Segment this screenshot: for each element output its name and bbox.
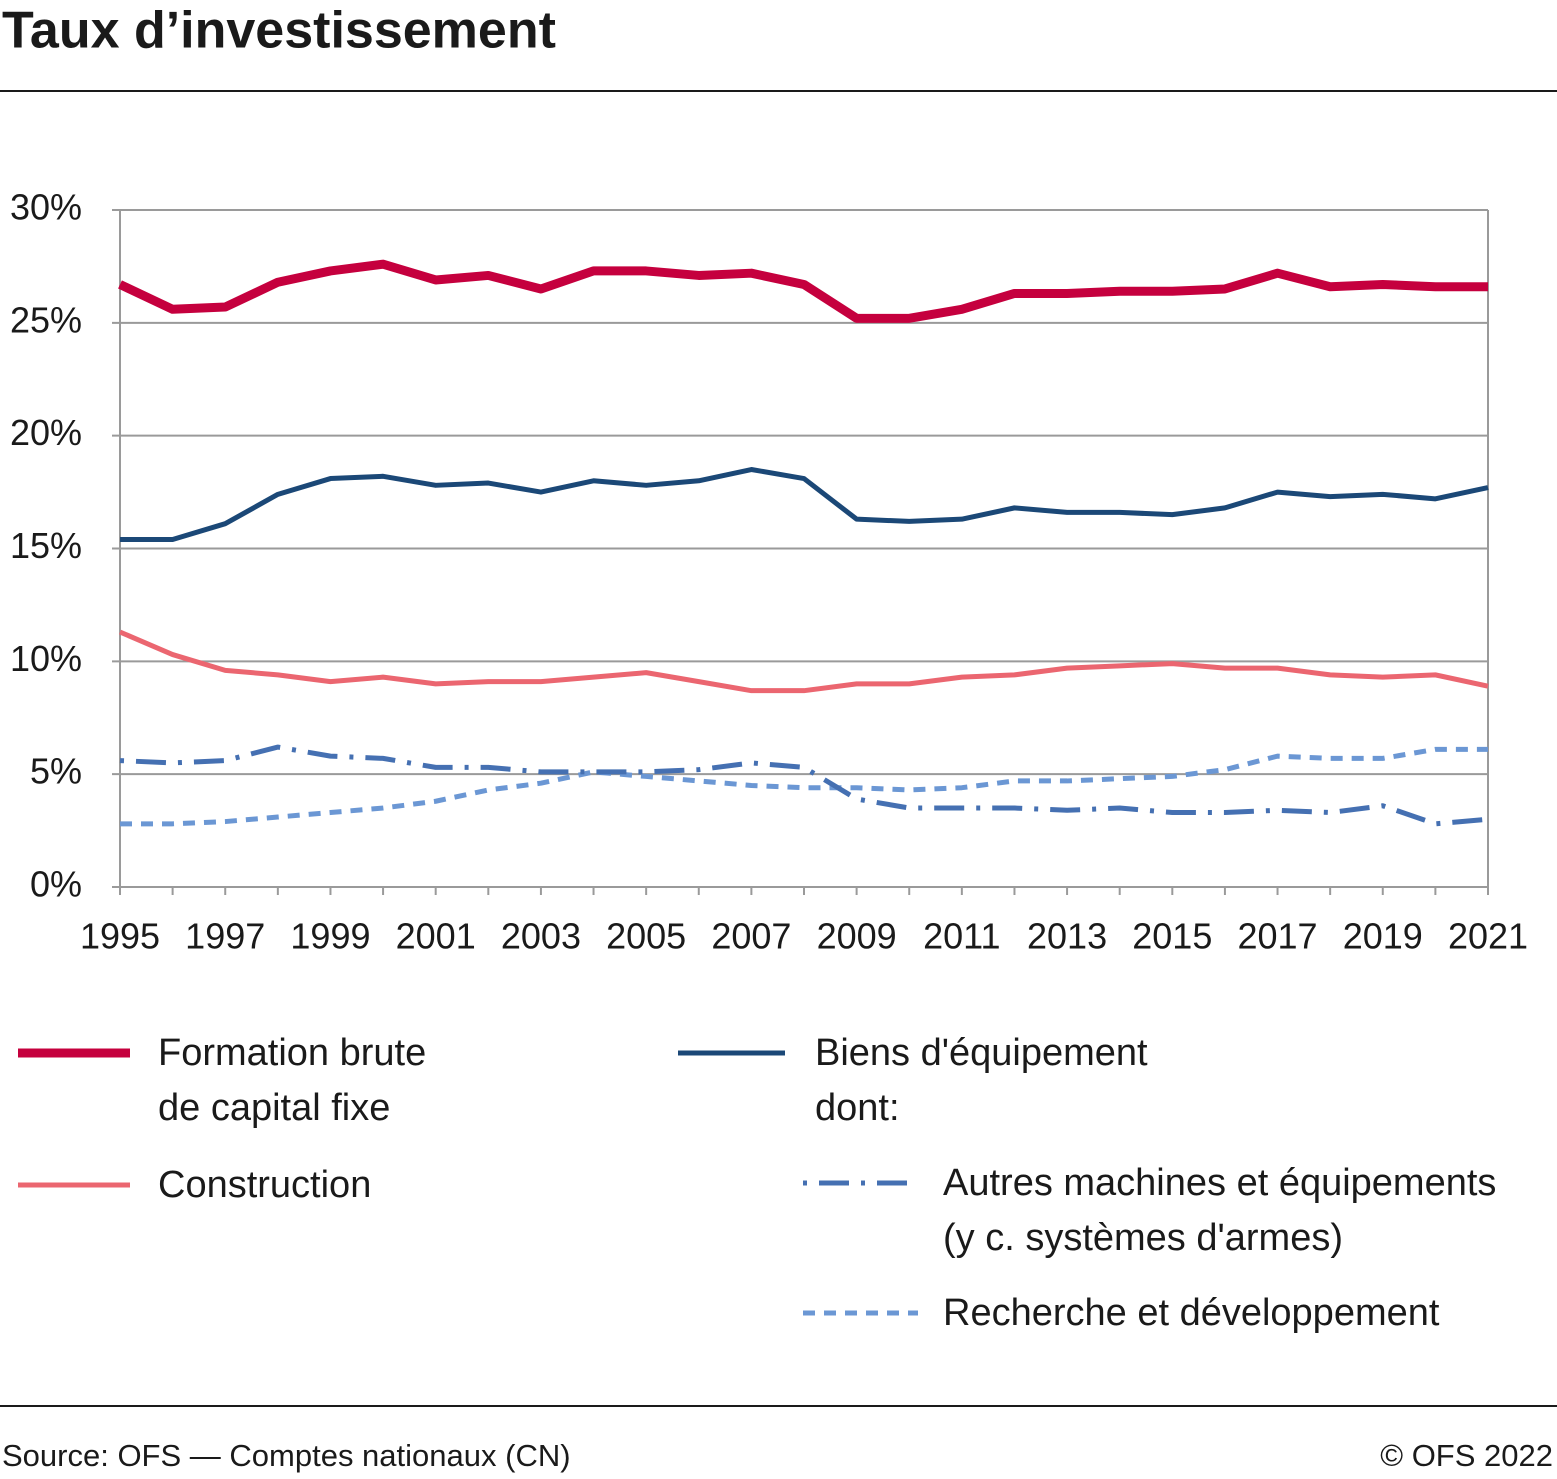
x-tick-label: 2005: [606, 916, 686, 957]
x-tick-label: 2003: [501, 916, 581, 957]
x-tick-label: 2007: [711, 916, 791, 957]
y-tick-label: 20%: [10, 412, 82, 453]
y-tick-label: 10%: [10, 638, 82, 679]
x-tick-label: 2017: [1237, 916, 1317, 957]
x-tick-label: 2009: [817, 916, 897, 957]
legend-label: Construction: [158, 1164, 371, 1206]
copyright: © OFS 2022: [1380, 1438, 1553, 1473]
series-line: [120, 467, 1489, 542]
x-tick-label: 1997: [185, 916, 265, 957]
x-tick-label: 2019: [1343, 916, 1423, 957]
y-tick-label: 0%: [30, 864, 82, 905]
y-tick-label: 25%: [10, 299, 82, 340]
x-tick-label: 2013: [1027, 916, 1107, 957]
y-tick-label: 5%: [30, 751, 82, 792]
x-tick-label: 2015: [1132, 916, 1212, 957]
source: Source: OFS — Comptes nationaux (CN): [2, 1438, 571, 1473]
series-line: [119, 629, 1489, 694]
chart-title: Taux d’investissement: [2, 2, 556, 60]
legend-label: Biens d'équipement dont:: [815, 1032, 1148, 1129]
series-line: [119, 744, 1489, 827]
legend-label: Formation brute de capital fixe: [158, 1032, 426, 1129]
x-tick-label: 1995: [80, 916, 160, 957]
legend-label: Autres machines et équipements (y c. syst…: [943, 1162, 1496, 1259]
x-tick-label: 2001: [396, 916, 476, 957]
y-tick-label: 30%: [10, 187, 82, 228]
series-line: [118, 259, 1488, 323]
y-tick-label: 15%: [10, 525, 82, 566]
x-tick-label: 2011: [923, 916, 1000, 957]
legend-label: Recherche et développement: [943, 1292, 1440, 1334]
x-tick-label: 2021: [1448, 916, 1528, 957]
x-tick-label: 1999: [290, 916, 370, 957]
